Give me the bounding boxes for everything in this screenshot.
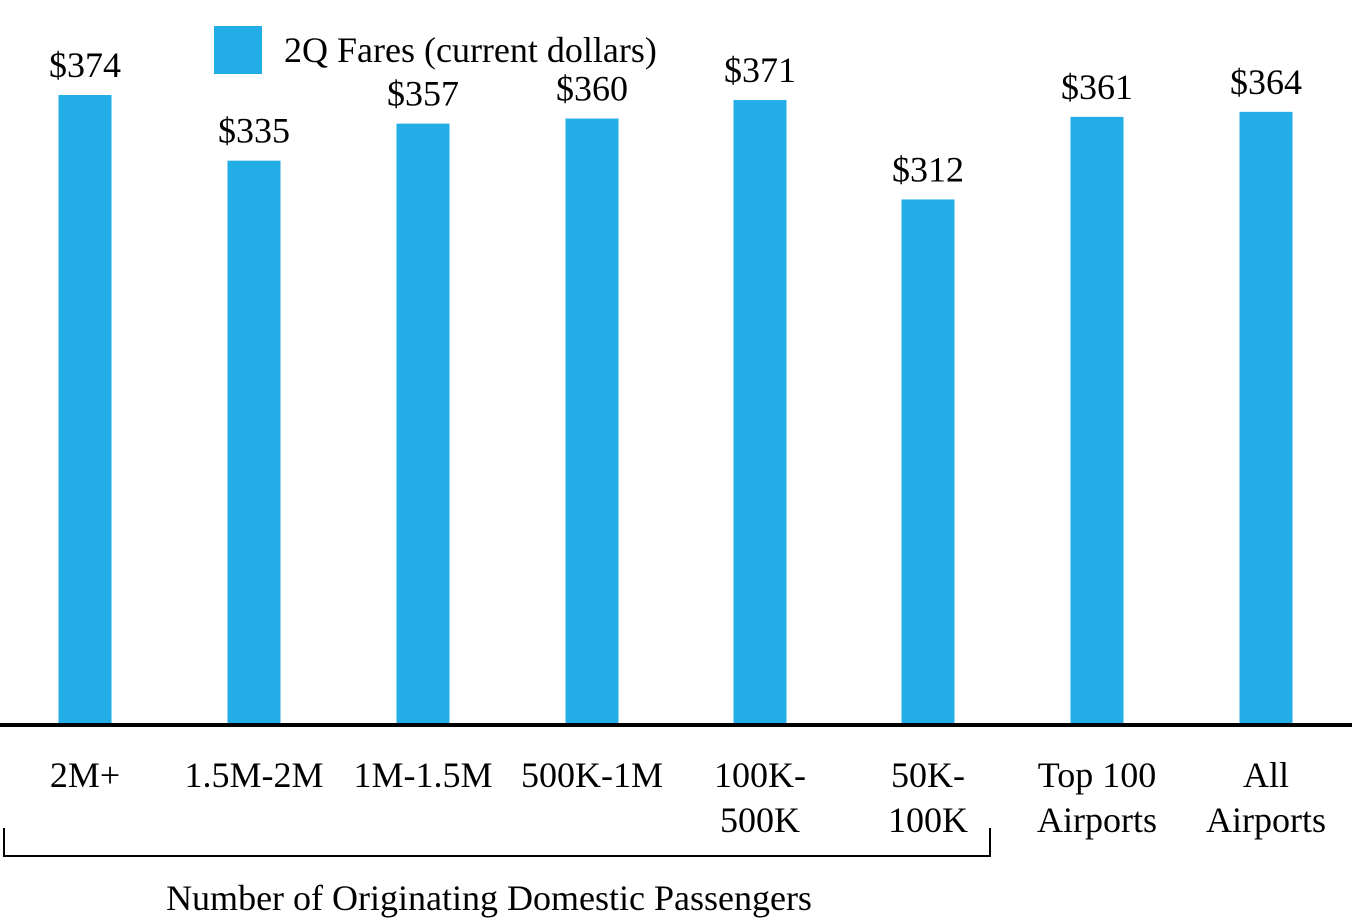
data-labels: $374 $335 $357 $360 $371 $312 $361 $364: [49, 45, 1302, 189]
category-label: 500K-1M: [521, 755, 663, 795]
group-label: Number of Originating Domestic Passenger…: [166, 878, 812, 918]
category-label-line: Airports: [1206, 800, 1326, 840]
category-label: 1M-1.5M: [353, 755, 492, 795]
bar: [1239, 111, 1293, 726]
bars: [58, 95, 1293, 726]
category-label: 1.5M-2M: [184, 755, 323, 795]
category-label-line: 1M-1.5M: [353, 755, 492, 795]
category-label-line: Airports: [1037, 800, 1157, 840]
category-label-line: 100K-: [714, 755, 806, 795]
data-label: $374: [49, 45, 121, 85]
category-label-line: 500K-1M: [521, 755, 663, 795]
bar: [733, 100, 787, 726]
category-label: 50K- 100K: [888, 755, 968, 840]
group-bracket: [3, 828, 991, 857]
category-label: 100K- 500K: [714, 755, 806, 840]
legend-swatch: [214, 26, 262, 74]
category-labels: 2M+ 1.5M-2M 1M-1.5M 500K-1M 100K- 500K 50K- 100…: [50, 755, 1326, 840]
bar: [227, 160, 281, 725]
category-label-line: 100K: [888, 800, 968, 840]
category-label-line: 500K: [720, 800, 800, 840]
bar: [58, 95, 112, 725]
data-label: $360: [556, 69, 628, 109]
category-label-line: All: [1243, 755, 1289, 795]
category-label-line: 50K-: [891, 755, 965, 795]
bar: [565, 118, 619, 725]
category-label-line: 2M+: [50, 755, 120, 795]
category-label-line: 1.5M-2M: [184, 755, 323, 795]
data-label: $371: [724, 50, 796, 90]
data-label: $357: [387, 74, 459, 114]
legend-label: 2Q Fares (current dollars): [284, 30, 657, 70]
bar: [901, 199, 955, 726]
data-label: $335: [218, 111, 290, 151]
category-label: 2M+: [50, 755, 120, 795]
bar: [1070, 116, 1124, 726]
data-label: $361: [1061, 67, 1133, 107]
data-label: $364: [1230, 62, 1302, 102]
legend: 2Q Fares (current dollars): [214, 26, 657, 74]
category-label-line: Top 100: [1038, 755, 1156, 795]
category-label: Top 100 Airports: [1037, 755, 1157, 840]
data-label: $312: [892, 149, 964, 189]
bar: [396, 123, 450, 726]
category-label: All Airports: [1206, 755, 1326, 840]
